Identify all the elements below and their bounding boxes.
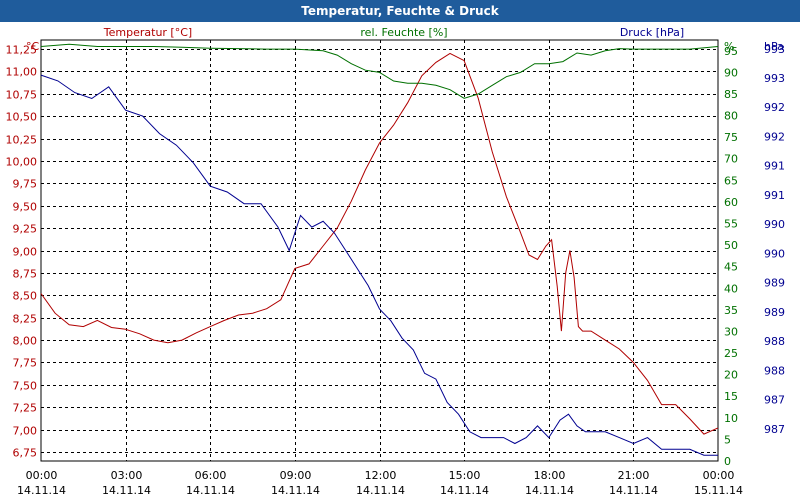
x-tick-label: 12:00 xyxy=(365,469,397,482)
humidity-line xyxy=(40,43,719,99)
pres-tick-label: 987 xyxy=(764,394,785,407)
x-date-label: 14.11.14 xyxy=(356,484,405,497)
hum-tick-label: 30 xyxy=(724,325,738,338)
temp-tick-label: 8,50 xyxy=(13,290,38,303)
x-date-label: 14.11.14 xyxy=(440,484,489,497)
pres-tick-label: 993 xyxy=(764,72,785,85)
hum-axis-unit: % xyxy=(724,40,734,53)
temp-tick-label: 10,75 xyxy=(6,89,38,102)
temp-tick-label: 8,75 xyxy=(13,268,38,281)
x-tick-label: 21:00 xyxy=(618,469,650,482)
pres-tick-label: 989 xyxy=(764,306,785,319)
x-tick-label: 15:00 xyxy=(449,469,481,482)
x-tick-label: 03:00 xyxy=(111,469,143,482)
hum-tick-label: 95 xyxy=(724,45,738,58)
pres-tick-label: 991 xyxy=(764,160,785,173)
temp-tick-label: 10,00 xyxy=(6,156,38,169)
pres-axis-unit: hPa xyxy=(764,40,784,53)
hum-tick-label: 20 xyxy=(724,369,738,382)
pres-tick-label: 990 xyxy=(764,247,785,260)
x-date-label: 14.11.14 xyxy=(609,484,658,497)
temp-tick-label: 11,25 xyxy=(6,44,38,57)
hum-tick-label: 15 xyxy=(724,390,738,403)
x-date-label: 14.11.14 xyxy=(102,484,151,497)
hum-tick-label: 45 xyxy=(724,261,738,274)
x-date-label: 14.11.14 xyxy=(17,484,66,497)
x-tick-label: 06:00 xyxy=(195,469,227,482)
temp-tick-label: 7,50 xyxy=(13,380,38,393)
hum-tick-label: 65 xyxy=(724,174,738,187)
x-date-label: 14.11.14 xyxy=(271,484,320,497)
pres-tick-label: 991 xyxy=(764,189,785,202)
temp-tick-label: 7,25 xyxy=(13,402,38,415)
x-tick-label: 09:00 xyxy=(280,469,312,482)
temp-axis-unit: °C xyxy=(26,40,40,53)
hum-tick-label: 40 xyxy=(724,282,738,295)
hum-tick-label: 35 xyxy=(724,304,738,317)
temp-tick-label: 10,25 xyxy=(6,134,38,147)
hum-tick-label: 0 xyxy=(724,455,731,468)
temp-tick-label: 7,00 xyxy=(13,425,38,438)
temp-tick-label: 9,75 xyxy=(13,178,38,191)
x-tick-label: 18:00 xyxy=(534,469,566,482)
hum-tick-label: 25 xyxy=(724,347,738,360)
temp-axis-title: Temperatur [°C] xyxy=(103,26,192,39)
pres-tick-label: 987 xyxy=(764,423,785,436)
temp-tick-label: 8,00 xyxy=(13,335,38,348)
pressure-line xyxy=(40,74,718,456)
x-date-label: 14.11.14 xyxy=(186,484,235,497)
temp-tick-label: 6,75 xyxy=(13,447,38,460)
hum-tick-label: 50 xyxy=(724,239,738,252)
pres-tick-label: 992 xyxy=(764,101,785,114)
pres-axis-title: Druck [hPa] xyxy=(620,26,684,39)
pres-tick-label: 988 xyxy=(764,335,785,348)
hum-tick-label: 55 xyxy=(724,218,738,231)
x-tick-label: 00:00 xyxy=(26,469,58,482)
x-date-label: 14.11.14 xyxy=(525,484,574,497)
plot-area xyxy=(40,39,719,462)
hum-tick-label: 5 xyxy=(724,433,731,446)
pres-tick-label: 992 xyxy=(764,130,785,143)
hum-tick-label: 85 xyxy=(724,88,738,101)
x-tick-label: 00:00 xyxy=(703,469,735,482)
temp-tick-label: 11,00 xyxy=(6,66,38,79)
temperature-line xyxy=(40,52,719,435)
x-date-label: 15.11.14 xyxy=(694,484,743,497)
chart-title: Temperatur, Feuchte & Druck xyxy=(0,0,800,22)
hum-tick-label: 60 xyxy=(724,196,738,209)
hum-tick-label: 75 xyxy=(724,131,738,144)
temp-tick-label: 10,50 xyxy=(6,111,38,124)
temp-tick-label: 7,75 xyxy=(13,357,38,370)
pres-tick-label: 993 xyxy=(764,43,785,56)
pres-tick-label: 990 xyxy=(764,218,785,231)
temp-tick-label: 8,25 xyxy=(13,313,38,326)
temp-tick-label: 9,00 xyxy=(13,246,38,259)
hum-tick-label: 10 xyxy=(724,412,738,425)
hum-axis-title: rel. Feuchte [%] xyxy=(360,26,447,39)
hum-tick-label: 80 xyxy=(724,110,738,123)
temp-tick-label: 9,50 xyxy=(13,201,38,214)
hum-tick-label: 70 xyxy=(724,153,738,166)
temp-tick-label: 9,25 xyxy=(13,223,38,236)
pres-tick-label: 989 xyxy=(764,277,785,290)
pres-tick-label: 988 xyxy=(764,364,785,377)
hum-tick-label: 90 xyxy=(724,66,738,79)
